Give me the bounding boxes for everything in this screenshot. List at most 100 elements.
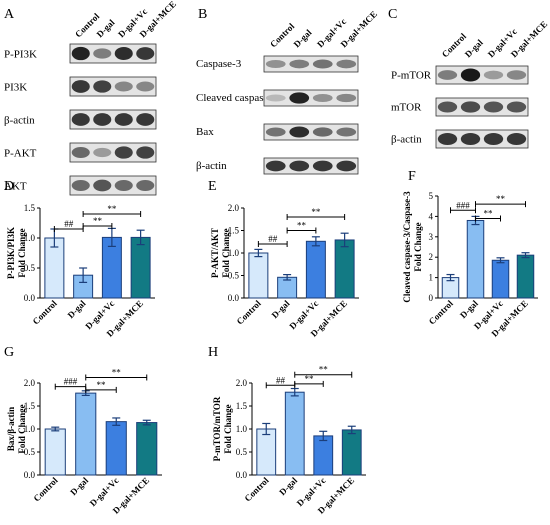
bar [284, 391, 305, 476]
significance-label: ### [456, 200, 470, 210]
y-tick-label: 1.0 [24, 424, 36, 434]
bar [491, 259, 510, 299]
blot-row-label: Caspase-3 [196, 58, 242, 70]
x-tick-label: Control [31, 475, 60, 504]
significance-label: ** [97, 380, 107, 390]
bar [44, 428, 66, 476]
blot-band [483, 70, 504, 80]
y-tick-label: 0.5 [228, 271, 240, 281]
y-axis-label: Fold Change [17, 228, 27, 277]
blot-band [506, 101, 527, 113]
y-tick-label: 0.0 [236, 470, 248, 480]
blot-strip [69, 142, 157, 163]
blot-band [265, 59, 286, 69]
significance-label: ** [319, 365, 329, 375]
blot-band [71, 46, 90, 61]
y-tick-label: 0.5 [24, 447, 36, 457]
significance-label: ** [93, 216, 103, 226]
y-axis-label: P-AKT/AKT [210, 228, 220, 278]
panel-letter: H [208, 345, 218, 360]
blot-band [437, 133, 458, 145]
blot-band [483, 101, 504, 113]
y-tick-label: 1.5 [24, 203, 36, 213]
significance-label: ** [297, 221, 307, 231]
y-tick-label: 1 [429, 273, 434, 283]
bar [256, 428, 277, 476]
blot-band [265, 127, 286, 137]
panel-letter: E [208, 179, 217, 194]
significance-label: ** [107, 204, 117, 214]
y-tick-label: 2.0 [24, 378, 36, 388]
y-axis-label: P-PI3K/PI3K [6, 227, 16, 279]
significance-label: ** [496, 194, 506, 204]
blot-band [71, 80, 90, 93]
blot-band [460, 101, 481, 113]
y-axis-label: Bax/β-actin [6, 407, 16, 451]
blot-band [265, 160, 286, 172]
blot-strip [69, 76, 157, 97]
blot-band [336, 93, 357, 103]
blot-band [114, 146, 133, 159]
y-tick-label: 4 [429, 211, 434, 221]
blot-strip [263, 55, 359, 73]
blot-row-label: Cleaved caspase-3 [196, 92, 278, 104]
y-tick-label: 1.0 [236, 424, 248, 434]
y-tick-label: 1.0 [24, 233, 36, 243]
blot-band [437, 101, 458, 113]
blot-band [114, 180, 133, 191]
bar [105, 421, 127, 476]
lane-label: D-gal [463, 37, 485, 59]
x-tick-label: D-gal [277, 475, 299, 497]
blot-row-label: β-actin [391, 134, 422, 146]
blot-band [93, 113, 112, 126]
blot-row-label: P-AKT [4, 147, 37, 159]
blot-band [483, 133, 504, 145]
y-tick-label: 0.0 [228, 293, 240, 303]
lane-label: D-gal+MCE [339, 9, 379, 49]
y-axis-label: Fold Change [221, 228, 231, 277]
panel-letter: C [388, 7, 397, 22]
significance-label: ** [484, 208, 494, 218]
y-tick-label: 1.0 [228, 248, 240, 258]
blot-strip [435, 129, 529, 149]
bar [466, 219, 485, 299]
bar [136, 422, 158, 476]
y-tick-label: 3 [429, 232, 434, 242]
blot-band [114, 81, 133, 92]
bar [334, 239, 355, 299]
x-tick-label: D-gal [458, 298, 480, 320]
bar [130, 236, 151, 299]
lane-label: Control [268, 21, 297, 50]
significance-label: ** [311, 207, 321, 217]
y-tick-label: 2.0 [228, 203, 240, 213]
blot-band [136, 81, 155, 92]
bar-chart-F: F Cleaved caspase-3/Caspase-3 Fold Change 0… [402, 169, 538, 339]
blot-strip [69, 109, 157, 130]
y-axis-label: Cleaved caspase-3/Caspase-3 [402, 191, 412, 303]
significance-label: ** [112, 367, 122, 377]
blot-band [312, 160, 333, 172]
blot-band [312, 127, 333, 137]
blot-band [136, 180, 155, 191]
bar [516, 254, 535, 299]
blot-strip [263, 157, 359, 175]
y-tick-label: 0.0 [24, 470, 36, 480]
blot-row-label: β-actin [4, 114, 35, 126]
y-tick-label: 5 [429, 191, 434, 201]
blot-band [336, 160, 357, 172]
y-tick-label: 1.5 [228, 226, 240, 236]
blot-band [114, 47, 133, 60]
y-tick-label: 1.5 [24, 401, 36, 411]
y-axis-label: P-mTOR/mTOR [212, 396, 222, 461]
panel-letter: G [4, 345, 14, 360]
blot-row-label: β-actin [196, 160, 227, 172]
blot-band [506, 133, 527, 145]
y-tick-label: 0.5 [236, 447, 248, 457]
blot-strip [69, 175, 157, 196]
bar [341, 429, 362, 476]
blot-band [460, 68, 481, 82]
panel-letter: F [408, 169, 416, 184]
significance-label: ### [64, 377, 78, 387]
panel-letter: B [198, 7, 207, 22]
